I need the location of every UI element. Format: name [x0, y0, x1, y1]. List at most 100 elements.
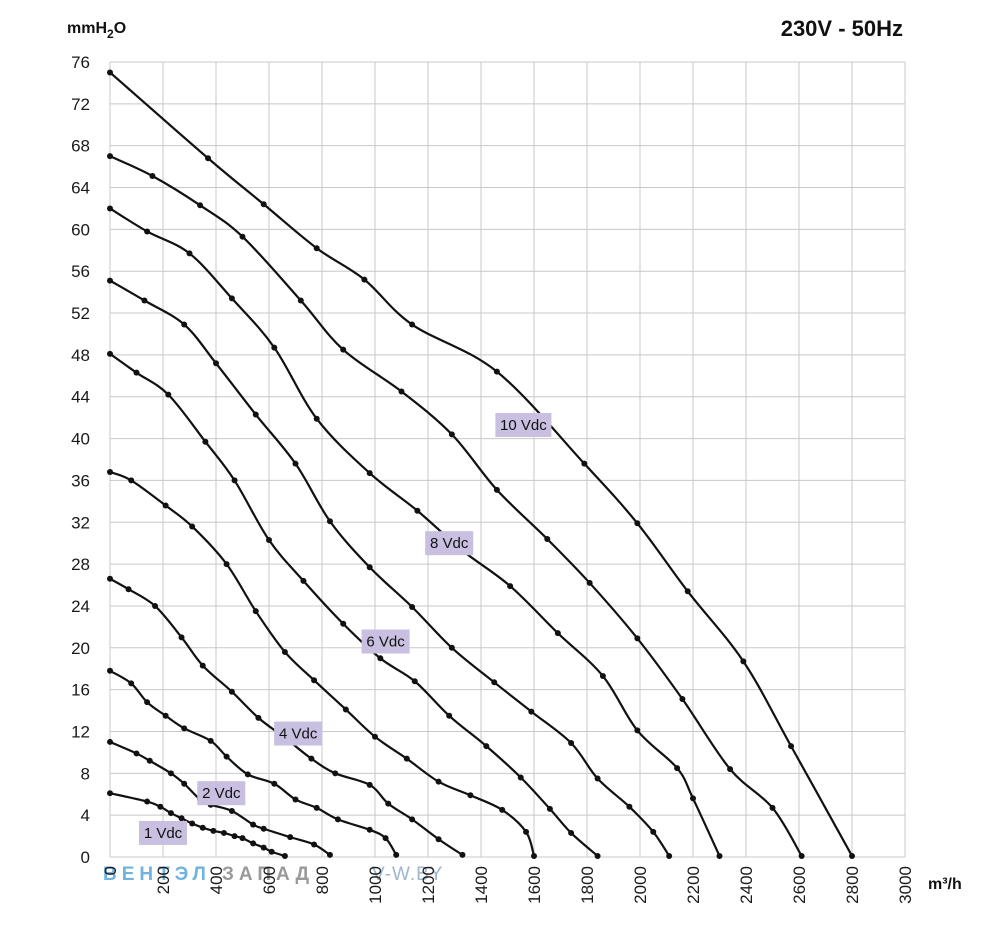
x-axis-ticks: 0 200 400 600 800 1000 1200 1400 1600 1800 2000 220… [101, 866, 915, 904]
data-point [205, 155, 212, 162]
data-point [144, 228, 151, 235]
data-point [202, 438, 209, 445]
y-tick-label: 12 [71, 722, 90, 741]
data-point [531, 852, 537, 859]
data-point [507, 583, 514, 590]
data-point [727, 766, 734, 773]
data-point [152, 602, 159, 609]
data-point [634, 635, 641, 642]
data-point [684, 588, 691, 595]
data-point [634, 727, 641, 734]
watermark: ВЕНТЭЛ ЗАПАД V-W.BY [103, 864, 442, 885]
data-point [499, 806, 506, 813]
series-line-5 [109, 471, 536, 857]
y-tick-label: 40 [71, 430, 90, 449]
x-tick-label: 3000 [896, 866, 915, 904]
data-point [382, 835, 389, 842]
data-point [210, 827, 217, 834]
x-tick-label: 400 [207, 866, 226, 894]
data-point [491, 679, 498, 686]
data-point [239, 835, 246, 842]
y-tick-label: 68 [71, 137, 90, 156]
data-point [223, 561, 230, 568]
data-point [581, 460, 588, 467]
x-tick-label: 600 [260, 866, 279, 894]
data-point [544, 536, 551, 542]
data-point [141, 297, 148, 304]
y-tick-label: 20 [71, 639, 90, 658]
data-point [207, 737, 214, 744]
data-point [186, 250, 193, 257]
data-point [493, 368, 500, 375]
data-point [626, 803, 633, 810]
data-point [467, 792, 474, 799]
data-point [125, 586, 132, 593]
data-point [448, 644, 455, 651]
y-tick-label: 60 [71, 220, 90, 239]
data-point [716, 852, 723, 859]
data-point [178, 634, 185, 641]
data-point [493, 486, 500, 493]
data-point [409, 816, 416, 823]
x-tick-label: 1400 [472, 866, 491, 904]
data-point [149, 173, 156, 180]
grid [109, 61, 906, 858]
data-point [679, 696, 686, 703]
data-point [244, 771, 251, 778]
data-point [366, 781, 373, 788]
series-label-box [425, 531, 474, 556]
y-tick-label: 52 [71, 304, 90, 323]
data-point [366, 826, 373, 833]
y-tick-label: 36 [71, 471, 90, 490]
data-point [255, 714, 262, 721]
x-tick-label: 0 [101, 866, 120, 875]
data-point [133, 750, 140, 757]
data-point [292, 460, 299, 467]
data-point [292, 796, 299, 803]
data-point [287, 834, 294, 841]
data-point [239, 233, 246, 240]
data-point [189, 820, 196, 827]
x-tick-label: 2200 [684, 866, 703, 904]
x-tick-label: 1600 [525, 866, 544, 904]
y-tick-label: 72 [71, 95, 90, 114]
data-point [385, 800, 392, 807]
data-point [266, 537, 272, 544]
data-point [769, 804, 776, 811]
data-point [650, 828, 657, 835]
data-point [409, 603, 416, 610]
data-point [568, 739, 575, 746]
data-point [231, 477, 238, 484]
data-point [128, 477, 135, 484]
data-point [250, 821, 257, 828]
data-point [340, 346, 347, 353]
data-point [311, 841, 318, 848]
data-point [393, 851, 400, 858]
data-point [165, 391, 172, 398]
x-tick-label: 200 [154, 866, 173, 894]
data-point [128, 680, 135, 687]
data-point [849, 852, 855, 859]
data-point [690, 795, 696, 802]
data-point [144, 699, 151, 706]
data-point [311, 677, 318, 684]
data-point [197, 202, 204, 209]
data-point [666, 852, 673, 859]
y-tick-label: 24 [71, 597, 90, 616]
x-tick-label: 1800 [578, 866, 597, 904]
data-point [297, 297, 304, 304]
data-point [271, 344, 278, 351]
y-tick-label: 44 [71, 388, 90, 407]
data-point [313, 245, 320, 252]
data-point [634, 520, 641, 527]
curves [107, 69, 855, 859]
x-tick-label: 2000 [631, 866, 650, 904]
data-point [361, 276, 368, 283]
data-point [788, 743, 795, 750]
y-tick-label: 48 [71, 346, 90, 365]
data-point [107, 277, 113, 284]
data-point [377, 655, 384, 662]
data-point [403, 755, 410, 762]
data-point [220, 829, 227, 836]
data-point [674, 765, 681, 772]
